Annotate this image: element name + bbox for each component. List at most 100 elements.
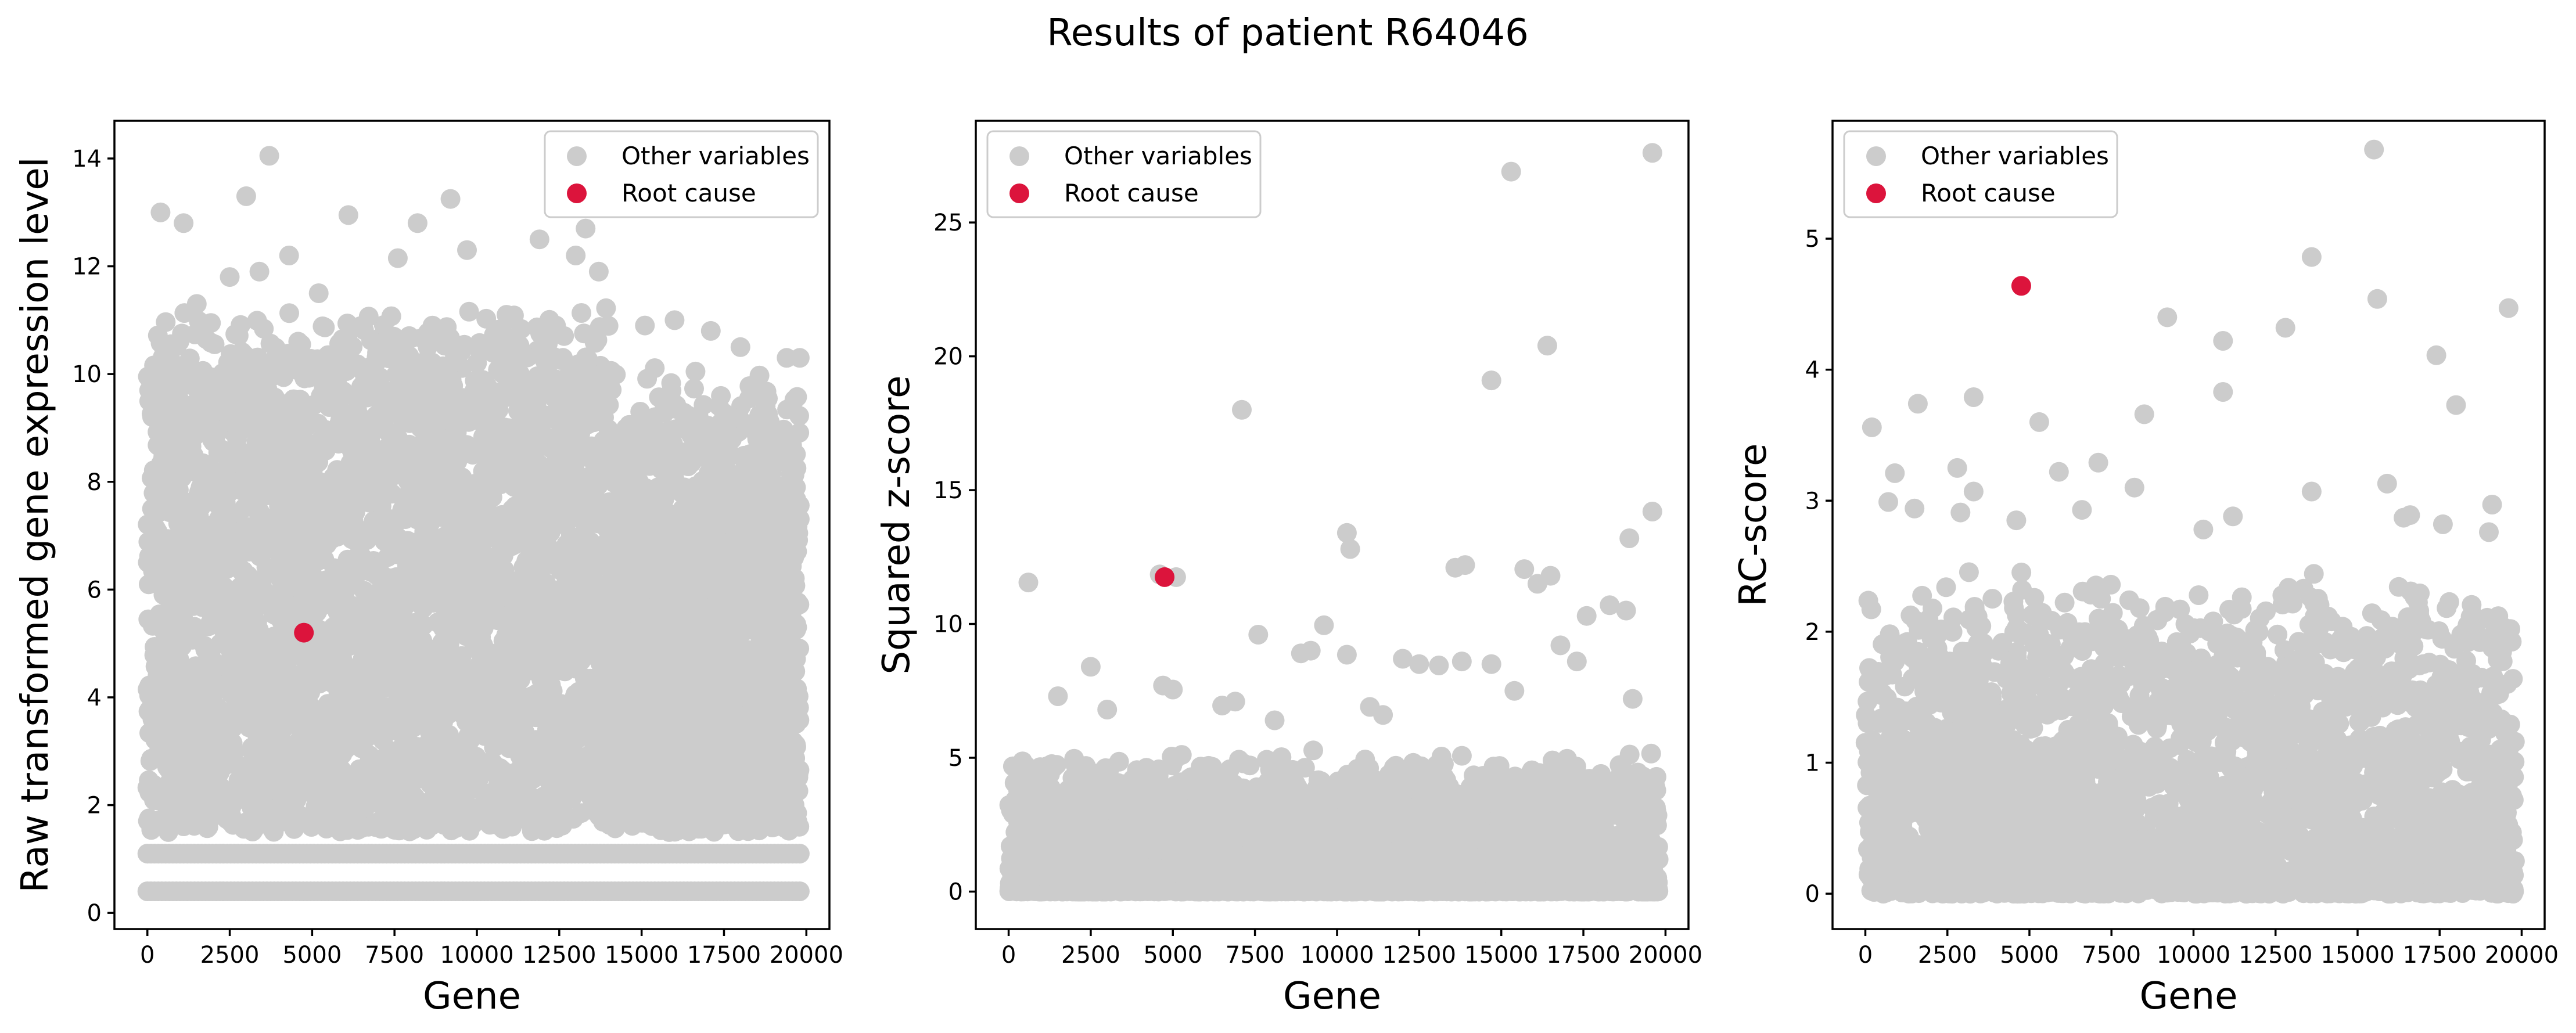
point-other bbox=[337, 549, 358, 570]
point-other bbox=[349, 800, 369, 820]
point-other bbox=[182, 401, 202, 421]
point-other bbox=[496, 625, 516, 645]
point-other bbox=[142, 616, 163, 636]
point-other bbox=[151, 453, 171, 474]
point-other bbox=[167, 790, 188, 810]
point-other bbox=[530, 459, 551, 480]
point-other bbox=[218, 506, 239, 527]
point-other bbox=[739, 388, 759, 409]
point-other bbox=[181, 436, 202, 456]
point-other bbox=[332, 329, 353, 350]
point-other bbox=[425, 438, 445, 458]
point-other bbox=[170, 460, 190, 480]
point-other bbox=[422, 530, 443, 550]
point-other bbox=[179, 699, 199, 719]
point-other bbox=[292, 637, 312, 657]
point-other bbox=[502, 705, 522, 725]
point-other bbox=[685, 361, 706, 381]
point-other bbox=[502, 816, 522, 837]
point-other bbox=[684, 379, 704, 399]
point-other bbox=[252, 636, 272, 657]
point-other bbox=[598, 316, 619, 336]
point-other bbox=[469, 339, 489, 359]
point-other bbox=[322, 377, 342, 398]
point-other bbox=[343, 568, 363, 588]
point-other bbox=[585, 702, 606, 722]
point-other bbox=[305, 578, 325, 598]
point-other bbox=[321, 473, 340, 494]
point-other bbox=[331, 760, 351, 780]
point-other bbox=[293, 350, 314, 370]
point-other bbox=[350, 766, 370, 787]
point-other bbox=[203, 570, 223, 590]
point-other bbox=[253, 523, 274, 544]
point-other bbox=[499, 778, 519, 798]
point-other bbox=[477, 501, 497, 521]
point-other bbox=[347, 354, 367, 375]
point-other bbox=[385, 820, 405, 840]
point-other bbox=[315, 317, 335, 337]
point-other bbox=[573, 501, 594, 521]
point-other bbox=[580, 369, 601, 389]
point-other bbox=[558, 649, 579, 670]
point-other bbox=[513, 399, 533, 420]
point-other bbox=[143, 774, 163, 794]
point-other bbox=[272, 520, 292, 541]
point-other bbox=[599, 395, 619, 415]
point-other bbox=[645, 358, 665, 378]
point-other bbox=[357, 604, 378, 625]
point-other bbox=[360, 745, 380, 765]
point-other bbox=[523, 697, 544, 717]
point-other bbox=[520, 476, 541, 496]
point-other bbox=[305, 730, 325, 751]
point-other bbox=[552, 815, 573, 836]
point-other bbox=[555, 786, 576, 805]
panels: 0 2500 5000 7500 10000 12500 15000 17500 2000002… bbox=[14, 120, 2559, 1018]
point-other bbox=[456, 626, 476, 646]
point-other bbox=[585, 752, 606, 772]
point-other bbox=[308, 492, 329, 512]
point-other bbox=[292, 393, 312, 413]
point-other bbox=[436, 554, 456, 574]
point-other bbox=[142, 369, 163, 390]
point-other bbox=[567, 614, 588, 634]
point-other bbox=[524, 585, 544, 606]
point-other bbox=[285, 550, 306, 570]
point-other bbox=[163, 428, 183, 448]
point-other bbox=[311, 510, 331, 530]
point-other bbox=[555, 592, 576, 612]
point-other bbox=[565, 366, 585, 386]
point-other bbox=[207, 698, 228, 718]
point-other bbox=[477, 805, 497, 826]
point-other bbox=[490, 584, 510, 604]
point-other bbox=[403, 818, 423, 837]
point-other bbox=[462, 488, 482, 509]
point-other bbox=[203, 614, 223, 635]
point-other bbox=[556, 424, 577, 444]
point-other bbox=[139, 391, 159, 411]
point-other bbox=[729, 408, 749, 428]
point-other bbox=[186, 656, 206, 676]
point-other bbox=[231, 315, 251, 335]
point-other bbox=[325, 423, 345, 444]
point-other bbox=[353, 547, 372, 567]
point-other bbox=[490, 464, 511, 484]
point-other bbox=[208, 442, 228, 463]
point-other bbox=[374, 636, 394, 657]
point-other bbox=[425, 377, 445, 397]
point-other bbox=[242, 737, 262, 758]
point-other bbox=[149, 748, 170, 768]
point-other bbox=[345, 502, 365, 522]
point-other bbox=[572, 303, 591, 323]
point-other bbox=[320, 574, 340, 594]
point-other bbox=[289, 527, 309, 547]
point-other bbox=[463, 667, 483, 688]
point-other bbox=[381, 306, 401, 326]
point-other bbox=[166, 584, 186, 604]
point-other bbox=[189, 506, 209, 527]
point-other bbox=[569, 764, 589, 784]
point-other bbox=[160, 607, 181, 627]
point-other bbox=[495, 541, 515, 560]
point-other bbox=[528, 530, 548, 549]
point-other bbox=[420, 397, 440, 416]
